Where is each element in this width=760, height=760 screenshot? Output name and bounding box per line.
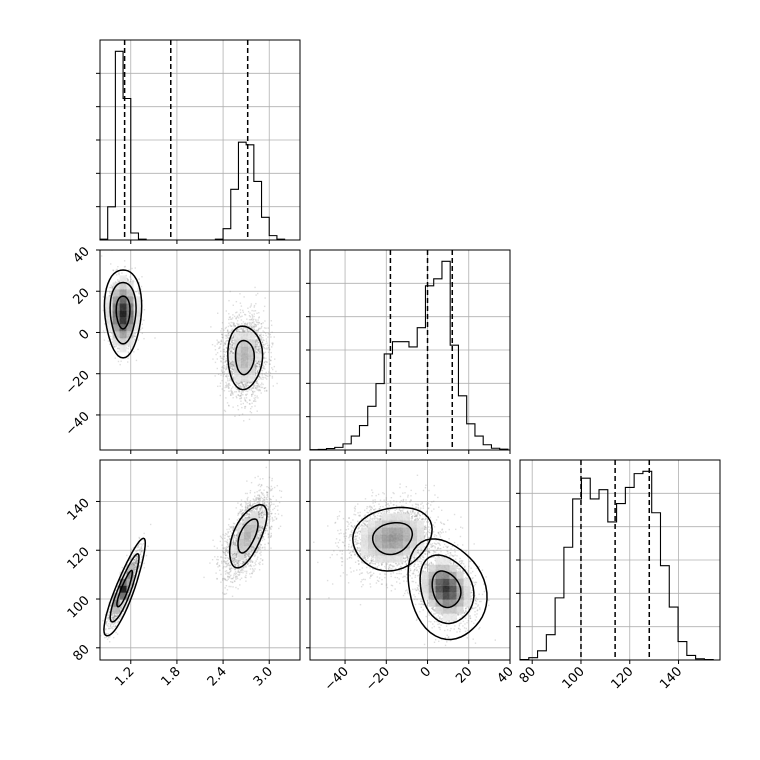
hist-panel-p0 (96, 39, 301, 244)
contour-0-0 (116, 569, 134, 608)
y-tick-label-p1-0: −40 (63, 409, 93, 439)
hist-frame-p0 (99, 39, 301, 241)
x-tick-label-p2-0: 80 (517, 664, 539, 686)
y-tick-label-p1-3: 20 (71, 285, 93, 307)
contour-1-0 (431, 570, 462, 609)
pair-frame (99, 249, 301, 451)
x-tick-label-p2-2: 120 (608, 664, 636, 692)
contour-0-1 (352, 506, 433, 572)
x-tick-label-p0-3: 3.0 (251, 664, 276, 689)
contour-1-1 (419, 554, 475, 625)
pair-plot-area (100, 460, 300, 660)
contour-0-2 (103, 269, 143, 359)
y-tick-label-p1-4: 40 (71, 244, 93, 266)
hist-frame-p1 (309, 249, 511, 451)
pair-panel-p0-p1: −40 −20 0 20 40 (63, 244, 301, 454)
x-tick-label-p0-1: 1.8 (159, 664, 184, 689)
y-tick-label-p2-1: 100 (65, 593, 93, 621)
density-shading (105, 275, 263, 382)
contour-0-1 (109, 552, 140, 623)
pair-plot-area (100, 250, 300, 450)
contour-1-1 (227, 325, 264, 391)
x-tick-label-p1-1: −20 (363, 664, 393, 694)
contour-0-0 (115, 295, 131, 330)
x-tick-label-p2-3: 140 (657, 664, 685, 692)
x-tick-label-p1-2: 0 (418, 664, 434, 680)
histogram-p2 (519, 470, 714, 661)
x-tick-label-p2-1: 100 (560, 664, 588, 692)
contour-1-2 (407, 538, 488, 641)
hist-frame-p2 (519, 459, 721, 661)
y-tick-label-p2-2: 120 (65, 544, 93, 572)
hist-panel-p2: 80 100 120 140 (516, 459, 721, 692)
x-tick-label-p1-4: 40 (495, 664, 517, 686)
x-tick-label-p1-3: 20 (453, 664, 475, 686)
pair-frame (309, 459, 511, 661)
y-tick-label-p2-3: 140 (65, 496, 93, 524)
x-tick-label-p0-2: 2.4 (205, 664, 230, 689)
contour-1-0 (237, 518, 259, 554)
y-tick-label-p2-0: 80 (71, 642, 93, 664)
contour-1-1 (228, 504, 268, 569)
histogram-p0 (99, 50, 300, 241)
density-shading (360, 513, 471, 621)
y-tick-label-p1-1: −20 (63, 368, 93, 398)
contour-0-1 (109, 281, 137, 345)
x-tick-label-p1-0: −40 (322, 664, 352, 694)
y-tick-label-p1-2: 0 (76, 327, 92, 343)
contour-1-0 (234, 339, 256, 376)
hist-panel-p1 (306, 249, 511, 454)
contour-0-2 (103, 537, 147, 637)
x-tick-label-p0-0: 1.2 (112, 664, 137, 689)
histogram-p1 (309, 260, 509, 451)
pair-frame (99, 459, 301, 661)
density-shading (112, 511, 266, 614)
contour-0-0 (371, 521, 414, 556)
pair-panel-p0-p2: 1.2 1.8 2.4 3.0 80 100 120 140 (65, 459, 301, 689)
pair-plot-area (310, 460, 510, 660)
pair-panel-p1-p2: −40 −20 0 20 40 (306, 459, 517, 694)
